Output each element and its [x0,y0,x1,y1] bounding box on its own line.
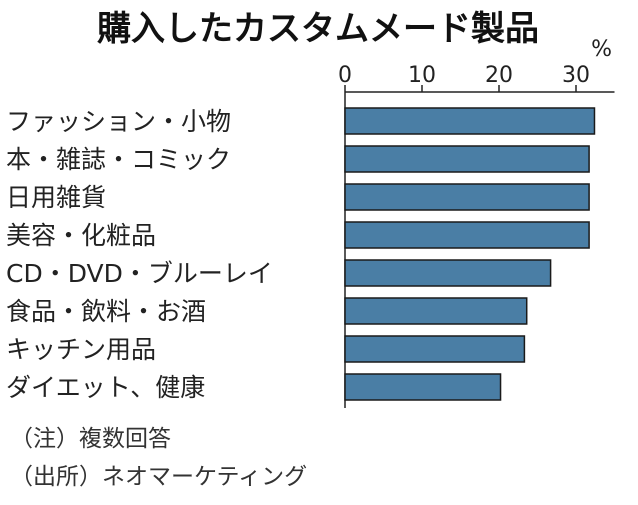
category-label: CD・DVD・ブルーレイ [6,259,273,288]
x-tick-label: 10 [408,63,436,88]
unit-label: % [591,37,612,62]
category-label: 日用雑貨 [6,183,106,212]
bar [344,373,502,401]
x-tick-label: 30 [562,63,590,88]
category-label: ファッション・小物 [6,107,231,136]
note-multiple-answers: （注）複数回答 [10,426,171,452]
bars [344,107,596,401]
bar [344,107,596,135]
bar [344,297,528,325]
x-tick-label: 20 [485,63,513,88]
x-axis-ticks: 0 10 20 30 [338,63,590,92]
category-label: 食品・飲料・お酒 [6,297,206,326]
note-source: （出所）ネオマーケティング [10,464,307,490]
bar [344,221,590,249]
x-tick-label: 0 [338,63,352,88]
bar [344,145,590,173]
bar [344,259,552,287]
category-label: ダイエット、健康 [6,373,205,402]
category-label: キッチン用品 [6,335,156,364]
bar [344,335,526,363]
category-label: 本・雑誌・コミック [6,145,231,174]
chart-title: 購入したカスタムメード製品 [97,9,539,49]
bar [344,183,590,211]
category-label: 美容・化粧品 [6,221,156,250]
